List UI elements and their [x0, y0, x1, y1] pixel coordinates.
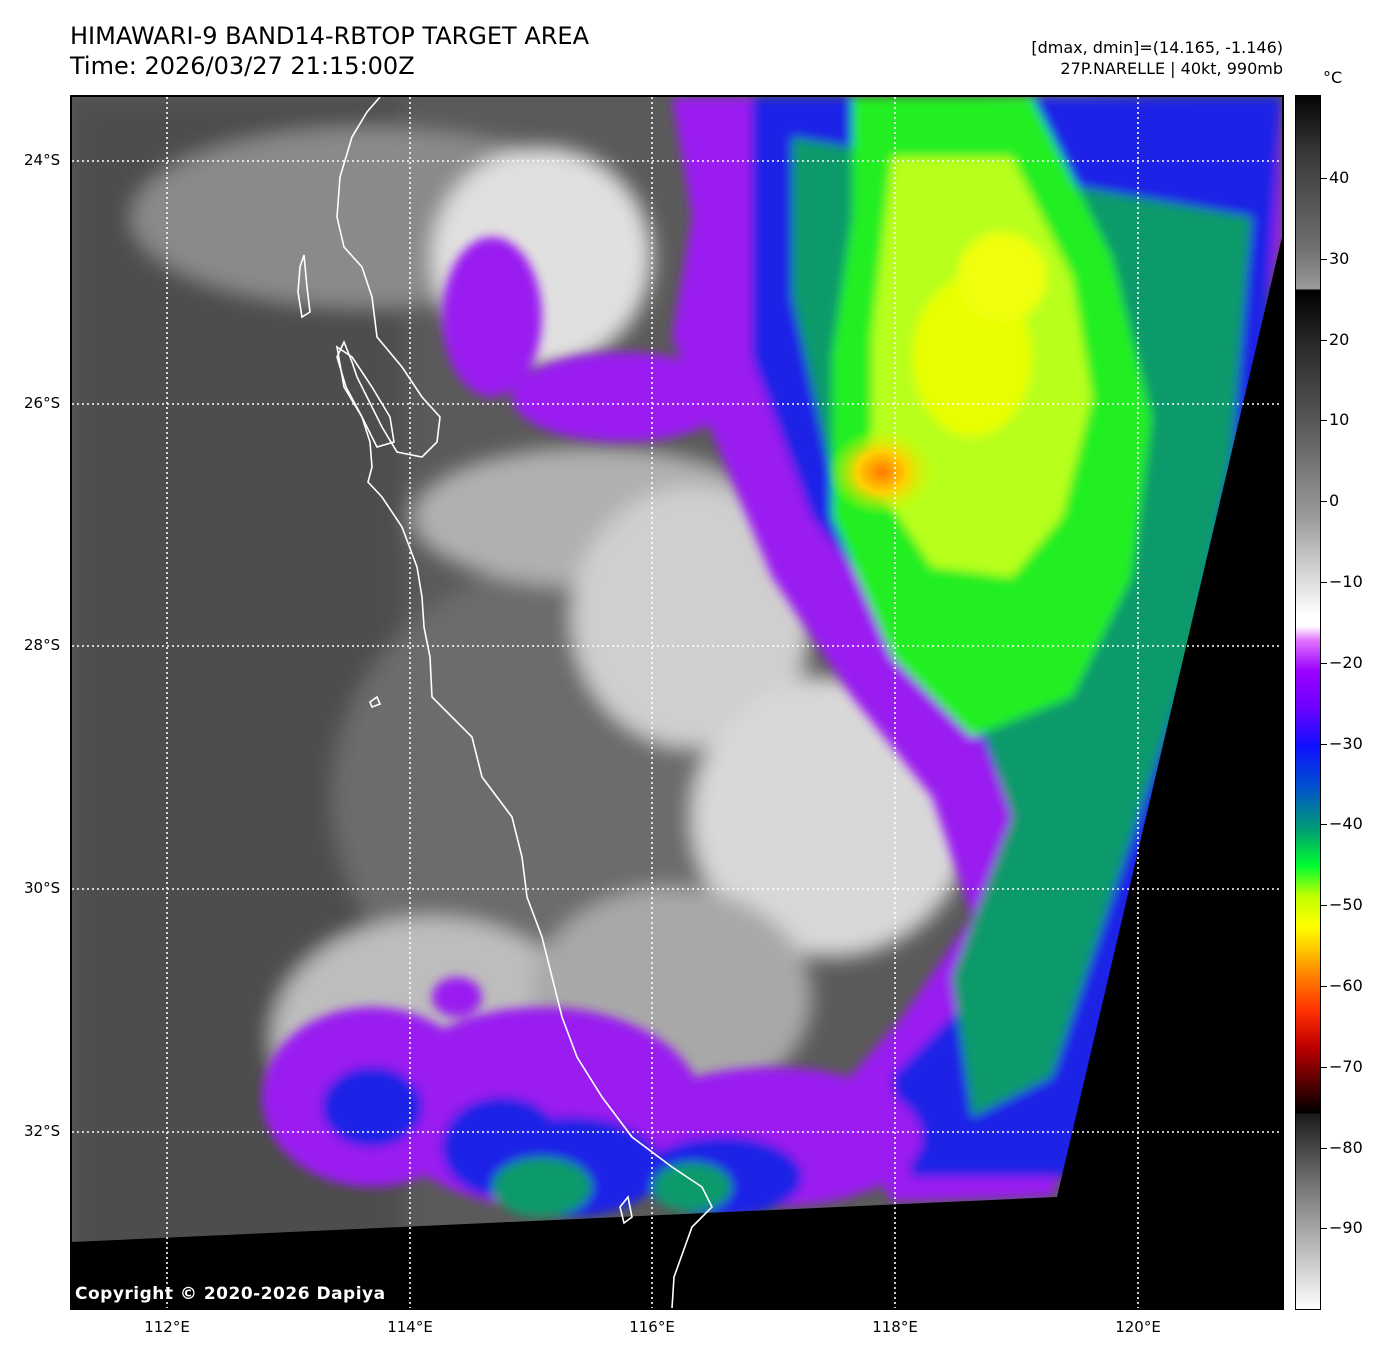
colorbar-tick-label: 10	[1329, 410, 1350, 429]
colorbar-tick-label: −70	[1329, 1057, 1363, 1076]
lon-label-114e: 114°E	[387, 1318, 433, 1336]
graticule	[72, 97, 1282, 1308]
colorbar-tick-label: −10	[1329, 572, 1363, 591]
colorbar-tick-mark	[1321, 1148, 1327, 1149]
colorbar-tick-mark	[1321, 501, 1327, 502]
colorbar-tick-mark	[1321, 1228, 1327, 1229]
colorbar-tick-mark	[1321, 1067, 1327, 1068]
colorbar-tick-mark	[1321, 340, 1327, 341]
lon-label-118e: 118°E	[872, 1318, 918, 1336]
colorbar-tick-mark	[1321, 582, 1327, 583]
colorbar-tick-label: −90	[1329, 1218, 1363, 1237]
lon-label-120e: 120°E	[1115, 1318, 1161, 1336]
colorbar-tick-label: −30	[1329, 734, 1363, 753]
dmax-dmin-readout: [dmax, dmin]=(14.165, -1.146)	[1031, 38, 1283, 57]
colorbar	[1295, 95, 1321, 1310]
cold-cloud-shield	[262, 97, 1282, 1217]
satellite-map	[70, 95, 1284, 1310]
colorbar-tick-label: 20	[1329, 330, 1350, 349]
lat-label-28s: 28°S	[24, 636, 61, 654]
colorbar-tick-label: −80	[1329, 1138, 1363, 1157]
timestamp: Time: 2026/03/27 21:15:00Z	[70, 52, 415, 80]
colorbar-tick-mark	[1321, 178, 1327, 179]
convective-core	[827, 427, 937, 517]
colorbar-tick-label: 40	[1329, 168, 1350, 187]
colorbar-tick-mark	[1321, 986, 1327, 987]
colorbar-tick-mark	[1321, 259, 1327, 260]
lon-label-112e: 112°E	[144, 1318, 190, 1336]
lat-label-32s: 32°S	[24, 1122, 61, 1140]
colorbar-unit: °C	[1323, 68, 1343, 87]
lon-label-116e: 116°E	[629, 1318, 675, 1336]
colorbar-tick-mark	[1321, 663, 1327, 664]
no-data-area-bottom	[72, 1197, 1057, 1308]
colorbar-tick-mark	[1321, 420, 1327, 421]
colorbar-tick-label: −20	[1329, 653, 1363, 672]
colorbar-tick-mark	[1321, 905, 1327, 906]
colorbar-tick-mark	[1321, 824, 1327, 825]
lat-label-30s: 30°S	[24, 879, 61, 897]
coastline	[297, 97, 713, 1308]
no-data-area-right	[1057, 237, 1282, 1308]
colorbar-tick-label: 30	[1329, 249, 1350, 268]
colorbar-tick-mark	[1321, 744, 1327, 745]
colorbar-tick-label: 0	[1329, 491, 1340, 510]
chart-title: HIMAWARI-9 BAND14-RBTOP TARGET AREA	[70, 22, 590, 50]
colorbar-tick-label: −50	[1329, 895, 1363, 914]
lat-label-26s: 26°S	[24, 394, 61, 412]
colorbar-tick-label: −60	[1329, 976, 1363, 995]
copyright-text: Copyright © 2020-2026 Dapiya	[75, 1284, 386, 1304]
colorbar-tick-label: −40	[1329, 814, 1363, 833]
storm-info: 27P.NARELLE | 40kt, 990mb	[1060, 59, 1283, 78]
lat-label-24s: 24°S	[24, 151, 61, 169]
